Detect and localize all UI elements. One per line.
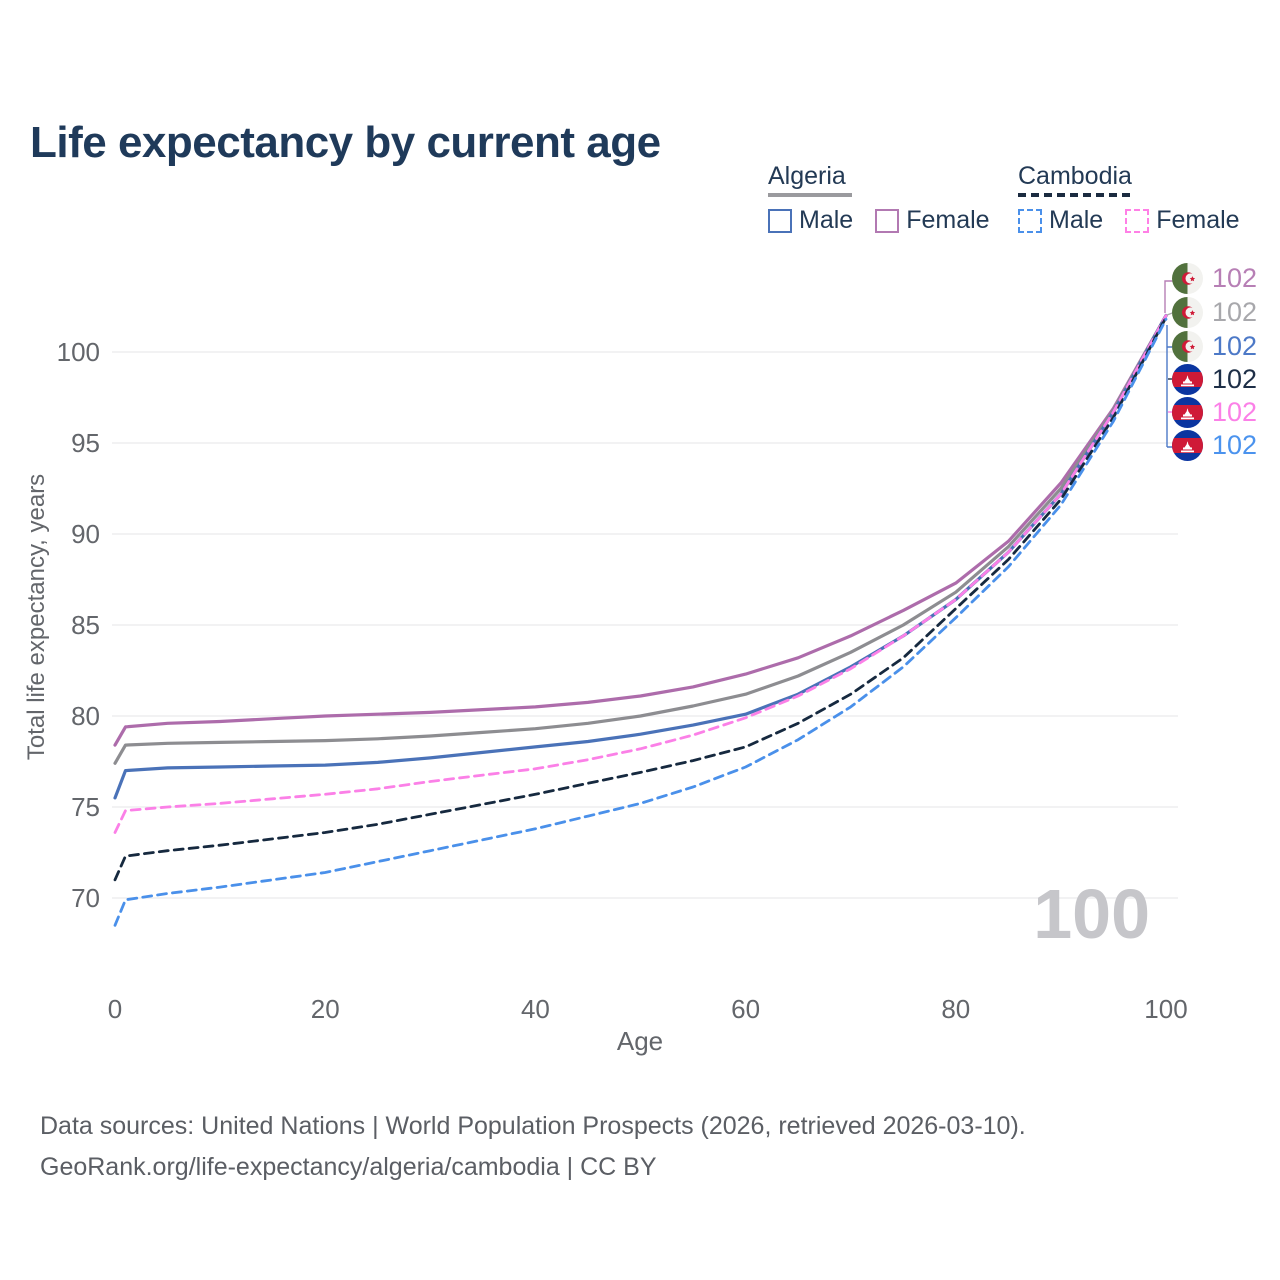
- end-label-algeria-total: 102: [1172, 296, 1257, 328]
- end-value: 102: [1212, 363, 1258, 394]
- y-tick-label-100: 100: [57, 337, 100, 367]
- legend-label-algeria-female: Female: [906, 206, 990, 234]
- cambodia-male-swatch-icon: [1018, 208, 1042, 233]
- legend-item-algeria-female[interactable]: Female: [875, 206, 990, 235]
- y-tick-label-75: 75: [71, 792, 100, 822]
- legend-group-cambodia: Cambodia Male Female: [1018, 163, 1240, 235]
- x-tick-label-0: 0: [108, 994, 122, 1024]
- end-label-algeria-female: 102: [1172, 262, 1257, 294]
- y-tick-label-80: 80: [71, 701, 100, 731]
- cambodia-flag-icon: [1172, 363, 1203, 395]
- end-label-cambodia-male: 102: [1172, 429, 1257, 461]
- data-source-line1: Data sources: United Nations | World Pop…: [40, 1112, 1026, 1140]
- y-tick-label-90: 90: [71, 519, 100, 549]
- end-value: 102: [1212, 396, 1258, 427]
- cambodia-flag-icon: [1172, 429, 1203, 461]
- series-line-algeria-both-sexes[interactable]: [113, 314, 1168, 765]
- legend-country-algeria: Algeria: [768, 162, 846, 190]
- algeria-female-swatch-icon: [875, 208, 900, 233]
- end-label-cambodia-total: 102: [1172, 363, 1257, 395]
- legend-country-cambodia: Cambodia: [1018, 162, 1132, 190]
- x-tick-label-40: 40: [521, 994, 550, 1024]
- end-value: 102: [1212, 296, 1258, 327]
- series-line-algeria-male[interactable]: [113, 314, 1168, 800]
- legend-item-cambodia-male[interactable]: Male: [1018, 206, 1103, 235]
- series-line-algeria-female[interactable]: [113, 314, 1168, 747]
- legend-group-algeria: Algeria Male Female: [768, 163, 990, 235]
- cambodia-flag-icon: [1172, 396, 1203, 428]
- data-source-note: Data sources: United Nations | World Pop…: [40, 1106, 1026, 1188]
- x-tick-label-60: 60: [731, 994, 760, 1024]
- cambodia-female-swatch-icon: [1125, 208, 1150, 233]
- algeria-male-swatch-icon: [768, 208, 792, 233]
- leader-line-0: [1164, 280, 1173, 313]
- end-value: 102: [1212, 429, 1258, 460]
- series-line-cambodia-both-sexes[interactable]: [113, 316, 1168, 882]
- x-tick-label-20: 20: [311, 994, 340, 1024]
- data-source-line2: GeoRank.org/life-expectancy/algeria/camb…: [40, 1153, 657, 1181]
- end-value: 102: [1212, 330, 1258, 361]
- y-tick-label-70: 70: [71, 883, 100, 913]
- algeria-flag-icon: [1172, 296, 1203, 328]
- legend-item-algeria-male[interactable]: Male: [768, 206, 853, 235]
- y-tick-label-85: 85: [71, 610, 100, 640]
- legend-item-cambodia-female[interactable]: Female: [1125, 206, 1240, 235]
- y-axis-title: Total life expectancy, years: [23, 474, 50, 760]
- legend-label-cambodia-female: Female: [1156, 206, 1240, 234]
- legend-underline-dashed: [1018, 193, 1134, 197]
- series-line-cambodia-male[interactable]: [113, 317, 1168, 927]
- x-axis-title: Age: [617, 1026, 663, 1056]
- series-line-cambodia-female[interactable]: [113, 314, 1168, 834]
- end-label-algeria-male: 102: [1172, 330, 1257, 362]
- end-value: 102: [1212, 262, 1258, 293]
- age-watermark: 100: [1033, 875, 1150, 953]
- legend-underline-solid: [768, 193, 852, 197]
- algeria-flag-icon: [1172, 330, 1203, 362]
- legend-label-cambodia-male: Male: [1049, 206, 1104, 234]
- x-tick-label-100: 100: [1144, 994, 1187, 1024]
- algeria-flag-icon: [1172, 262, 1203, 294]
- chart-title: Life expectancy by current age: [30, 118, 661, 167]
- end-label-cambodia-female: 102: [1172, 396, 1257, 428]
- x-tick-label-80: 80: [941, 994, 970, 1024]
- legend-label-algeria-male: Male: [799, 206, 854, 234]
- y-tick-label-95: 95: [71, 428, 100, 458]
